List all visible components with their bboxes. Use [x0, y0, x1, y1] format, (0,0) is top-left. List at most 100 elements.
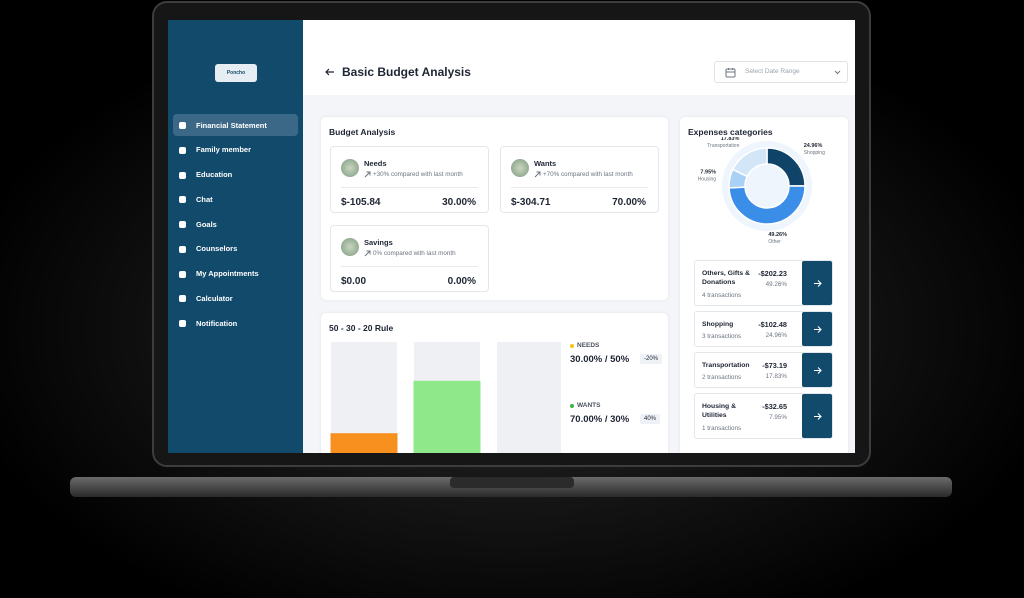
donut-value-label: 49.26%	[768, 232, 787, 238]
budget-card: Savings 0% compared with last month $0.00 0…	[330, 225, 489, 292]
avatar	[341, 159, 359, 177]
expense-open-button[interactable]	[802, 261, 832, 305]
menu-item[interactable]: Calculator	[173, 287, 298, 309]
arrow-icon	[813, 279, 822, 287]
expense-name: Others, Gifts & Donations	[702, 270, 750, 286]
expense-item: Others, Gifts & Donations 4 transactions -…	[694, 260, 833, 306]
expense-amount: -$202.23	[758, 269, 787, 278]
expense-percent: 17.83%	[765, 373, 787, 380]
donut-value-label: 7.95%	[700, 170, 716, 176]
expense-name: Transportation	[702, 362, 750, 369]
dot	[570, 344, 574, 348]
divider	[341, 187, 478, 188]
expense-name: Shopping	[702, 321, 734, 328]
donut-category-label: Other	[768, 239, 781, 245]
expense-open-button[interactable]	[802, 394, 832, 438]
expense-amount: -$102.48	[758, 320, 787, 329]
budget-card: Wants +70% compared with last month $-304.…	[500, 146, 659, 213]
expense-percent: 7.95%	[769, 414, 787, 421]
menu-icon	[179, 295, 186, 303]
menu-icon	[179, 196, 186, 204]
expense-amount: -$32.65	[762, 402, 787, 411]
expense-count: 3 transactions	[702, 333, 742, 340]
donut-category-label: Shopping	[804, 150, 825, 156]
card-percent: 0.00%	[447, 276, 476, 287]
card-amount: $-105.84	[341, 197, 381, 208]
menu-item[interactable]: Education	[173, 164, 298, 186]
expense-name: Housing & Utilities	[702, 403, 736, 419]
trend-icon	[364, 250, 371, 257]
expense-item: Housing & Utilities 1 transactions -$32.65…	[694, 393, 833, 439]
panel-title: Expenses categories	[688, 127, 773, 137]
chevron	[834, 70, 841, 75]
logo[interactable]: Poncho	[215, 64, 257, 82]
card-amount: $-304.71	[511, 197, 551, 208]
card-percent: 30.00%	[442, 197, 476, 208]
card-name: Needs	[364, 159, 387, 168]
rule-ratio: 30.00% / 50%	[570, 354, 630, 365]
expense-percent: 24.96%	[765, 332, 787, 339]
arrow-icon	[813, 412, 822, 420]
trend-icon	[534, 171, 541, 178]
rule-label: NEEDS	[570, 342, 599, 349]
menu-item[interactable]: Family member	[173, 139, 298, 161]
menu-icon	[179, 270, 186, 278]
page-title: Basic Budget Analysis	[342, 65, 471, 79]
card-change: +70% compared with last month	[534, 171, 633, 178]
budget-panel: Budget Analysis Needs +30% compared with …	[321, 117, 668, 300]
donut-value-label: 24.96%	[804, 143, 823, 149]
expense-percent: 49.26%	[765, 281, 787, 288]
menu-icon	[179, 122, 186, 129]
rule-badge: -20%	[640, 354, 663, 364]
dot	[570, 404, 574, 408]
trend-icon	[364, 171, 371, 178]
card-name: Wants	[534, 159, 557, 168]
header: Basic Budget Analysis Select Date Range	[303, 20, 855, 95]
rule-panel: 50 - 30 - 20 Rule NEEDS 30.00% / 50% -20% W…	[321, 313, 668, 453]
menu-item[interactable]: Chat	[173, 188, 298, 210]
card-percent: 70.00%	[612, 197, 646, 208]
expense-count: 1 transactions	[702, 425, 742, 432]
expense-count: 4 transactions	[702, 292, 742, 299]
menu-item[interactable]: Goals	[173, 213, 298, 235]
donut-chart: 24.96%Shopping 49.26%Other 7.95%Housing 17.…	[698, 137, 825, 245]
menu-icon	[179, 146, 186, 154]
avatar	[341, 238, 359, 256]
expense-amount: -$73.19	[762, 361, 787, 370]
bar-track	[497, 342, 561, 453]
panel-title: Budget Analysis	[329, 127, 396, 137]
bar	[330, 433, 398, 453]
menu-icon	[179, 221, 186, 228]
expense-item: Transportation 2 transactions -$73.19 17.83…	[694, 352, 833, 388]
donut-segment	[728, 185, 806, 225]
calendar-icon	[725, 68, 736, 78]
menu-icon	[179, 245, 186, 253]
menu-icon	[179, 320, 186, 327]
bar	[413, 380, 481, 453]
menu-item[interactable]: My Appointments	[173, 263, 298, 285]
divider	[511, 187, 648, 188]
sidebar: Poncho Financial Statement Family member E…	[168, 20, 303, 453]
arrow-icon	[813, 366, 822, 374]
expense-open-button[interactable]	[802, 312, 832, 346]
rule-bars	[330, 342, 561, 453]
date-range-placeholder: Select Date Range	[745, 68, 800, 75]
card-change: 0% compared with last month	[364, 250, 456, 257]
card-amount: $0.00	[341, 276, 367, 287]
menu-item[interactable]: Counselors	[173, 238, 298, 260]
card-change: +30% compared with last month	[364, 171, 463, 178]
date-range-select[interactable]: Select Date Range	[714, 61, 848, 83]
rule-ratio: 70.00% / 30%	[570, 414, 630, 425]
expense-count: 2 transactions	[702, 374, 742, 381]
menu-item[interactable]: Notification	[173, 312, 298, 334]
menu-item[interactable]: Financial Statement	[173, 114, 298, 136]
arrow-icon	[813, 325, 822, 333]
back-arrow[interactable]	[325, 67, 335, 77]
rule-badge: 40%	[640, 414, 661, 424]
expense-open-button[interactable]	[802, 353, 832, 387]
menu-icon	[179, 171, 186, 179]
donut-value-label: 17.83%	[721, 137, 740, 142]
screen: Poncho Financial Statement Family member E…	[168, 20, 855, 453]
avatar	[511, 159, 529, 177]
